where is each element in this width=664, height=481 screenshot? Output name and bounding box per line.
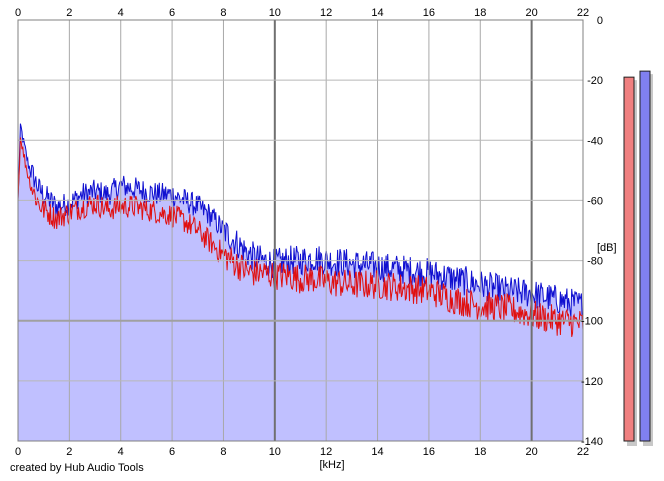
level-meters: [623, 70, 653, 446]
x-tick-label-top: 12: [320, 7, 332, 19]
x-tick-label-top: 6: [169, 7, 175, 19]
x-tick-label-top: 20: [526, 7, 538, 19]
y-tick-label: 0: [597, 15, 603, 27]
x-tick-label-top: 8: [220, 7, 226, 19]
credit-text: created by Hub Audio Tools: [10, 462, 144, 474]
x-tick-label-top: 2: [66, 7, 72, 19]
x-tick-label-bottom: 16: [423, 446, 435, 458]
x-tick-label-bottom: 4: [118, 446, 124, 458]
y-axis-label: [dB]: [597, 242, 617, 254]
x-tick-label-bottom: 10: [269, 446, 281, 458]
x-tick-label-bottom: 0: [15, 446, 21, 458]
x-tick-labels-top: 0 2 4 6 8 10 12 14 16 18 20 22: [15, 7, 589, 19]
x-tick-label-bottom: 6: [169, 446, 175, 458]
y-tick-label: -140: [581, 436, 603, 448]
x-tick-label-bottom: 20: [526, 446, 538, 458]
y-tick-label: -20: [587, 75, 603, 87]
x-tick-label-top: 18: [474, 7, 486, 19]
y-tick-label: -40: [587, 135, 603, 147]
x-tick-label-bottom: 22: [577, 446, 589, 458]
x-tick-label-bottom: 14: [371, 446, 383, 458]
y-tick-label: -120: [581, 376, 603, 388]
x-tick-label-top: 14: [371, 7, 383, 19]
x-tick-label-top: 22: [577, 7, 589, 19]
level-meter-1: [639, 70, 651, 442]
series-layer: [17, 123, 584, 441]
y-tick-label: -60: [587, 195, 603, 207]
y-tick-label: -100: [581, 316, 603, 328]
level-meter-0: [623, 76, 635, 442]
x-tick-label-top: 16: [423, 7, 435, 19]
x-axis-label: [kHz]: [319, 459, 344, 471]
y-tick-label: -80: [587, 256, 603, 268]
x-tick-label-bottom: 8: [220, 446, 226, 458]
x-tick-label-top: 10: [269, 7, 281, 19]
x-tick-label-bottom: 12: [320, 446, 332, 458]
x-tick-label-bottom: 2: [66, 446, 72, 458]
y-tick-labels: 0 -20 -40 -60 -80 -100 -120 -140: [581, 15, 603, 448]
series-1-line: [17, 137, 584, 338]
x-tick-label-top: 0: [15, 7, 21, 19]
x-tick-label-bottom: 18: [474, 446, 486, 458]
series-0-line: [17, 123, 584, 322]
x-tick-label-top: 4: [118, 7, 124, 19]
x-tick-labels-bottom: 0 2 4 6 8 10 12 14 16 18 20 22: [15, 446, 589, 458]
plot-border: [17, 19, 584, 442]
